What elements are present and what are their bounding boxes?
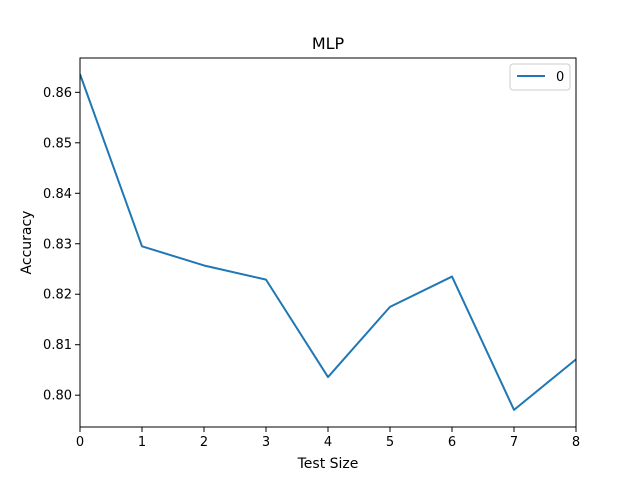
x-tick-label-1: 1 xyxy=(138,435,146,450)
x-tick-label-6: 6 xyxy=(448,435,456,450)
x-tick-label-0: 0 xyxy=(76,435,84,450)
x-axis-label: Test Size xyxy=(297,456,359,472)
x-tick-label-8: 8 xyxy=(572,435,580,450)
axes-frame xyxy=(79,57,577,428)
y-tick-label-3: 0.83 xyxy=(43,237,72,252)
x-tick-label-5: 5 xyxy=(386,435,394,450)
y-tick-label-1: 0.81 xyxy=(43,338,72,353)
y-tick-label-2: 0.82 xyxy=(43,288,72,303)
y-tick-label-4: 0.84 xyxy=(43,187,72,202)
legend-label-series-0: 0 xyxy=(556,70,564,85)
x-tick-label-7: 7 xyxy=(510,435,518,450)
x-tick-label-4: 4 xyxy=(324,435,332,450)
chart-title: MLP xyxy=(312,34,345,53)
legend: 0 xyxy=(509,63,571,91)
x-tick-label-3: 3 xyxy=(262,435,270,450)
y-tick-label-5: 0.85 xyxy=(43,136,72,151)
axis-ticks: 0 1 2 3 4 5 6 7 8 0.80 0.81 0.82 0.83 0.84 0.85 0.86 xyxy=(43,86,580,450)
y-axis-label: Accuracy xyxy=(19,211,35,275)
x-tick-label-2: 2 xyxy=(200,435,208,450)
y-tick-label-0: 0.80 xyxy=(43,389,72,404)
y-tick-label-6: 0.86 xyxy=(43,86,72,101)
